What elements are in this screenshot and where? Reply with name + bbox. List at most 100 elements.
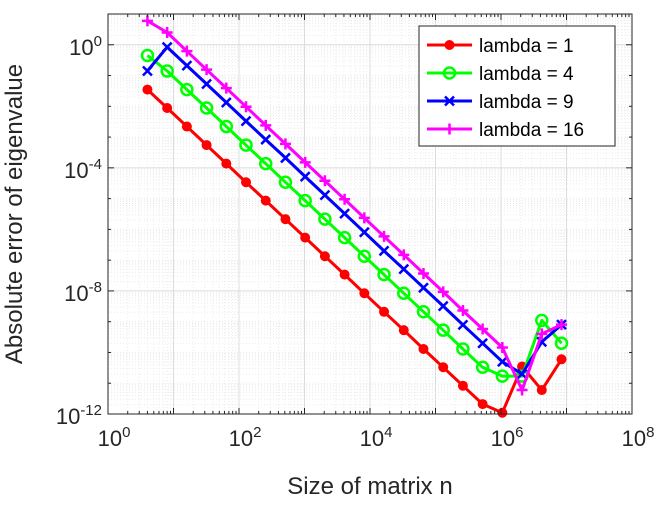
y-tick-label: 100 <box>69 33 102 60</box>
data-point <box>377 267 391 282</box>
legend-label: lambda = 4 <box>479 64 574 85</box>
data-point <box>418 343 429 354</box>
data-point <box>141 15 153 27</box>
data-point <box>477 323 489 335</box>
data-point <box>457 380 468 391</box>
series-1 <box>142 84 567 418</box>
series-layer <box>140 15 569 418</box>
data-point <box>318 212 332 226</box>
data-point <box>339 269 350 280</box>
data-point <box>397 286 411 301</box>
data-point <box>475 360 490 375</box>
legend-label: lambda = 16 <box>479 120 584 141</box>
y-tick-labels: 100 10-4 10-8 10-12 <box>56 33 102 429</box>
x-tick-label: 104 <box>360 424 393 451</box>
data-point <box>299 156 311 168</box>
data-point <box>258 156 273 171</box>
x-axis-label: Size of matrix n <box>287 473 452 500</box>
data-point <box>535 313 549 328</box>
data-point <box>437 286 449 298</box>
data-point <box>438 362 449 373</box>
data-point <box>339 208 350 220</box>
data-point <box>181 45 193 57</box>
data-point <box>398 263 410 275</box>
data-point <box>497 407 508 418</box>
y-tick-label: 10-8 <box>64 279 102 306</box>
data-point <box>556 319 568 331</box>
y-tick-label: 10-12 <box>56 402 102 429</box>
data-point <box>516 368 528 380</box>
data-point <box>260 134 272 145</box>
data-point <box>495 369 510 383</box>
data-point <box>240 115 252 127</box>
data-point <box>201 140 212 151</box>
data-point <box>199 101 214 115</box>
data-point <box>298 193 312 208</box>
data-point <box>337 230 352 245</box>
data-point <box>457 305 469 317</box>
data-point <box>160 64 174 78</box>
data-point <box>358 226 370 238</box>
data-point <box>379 306 390 317</box>
data-point <box>319 189 331 201</box>
data-point <box>437 300 449 312</box>
series-line <box>146 19 563 392</box>
data-point <box>477 337 489 349</box>
data-point <box>319 175 331 187</box>
data-point <box>142 65 153 77</box>
data-point <box>358 212 370 224</box>
series-3 <box>142 41 567 380</box>
data-point <box>219 119 234 134</box>
data-point <box>241 177 252 188</box>
data-point <box>161 41 173 53</box>
data-point <box>278 175 293 190</box>
data-point <box>280 214 291 225</box>
legend-label: lambda = 9 <box>479 92 574 113</box>
data-point <box>398 249 410 261</box>
series-line <box>146 54 563 378</box>
legend-label: lambda = 1 <box>479 36 574 57</box>
data-point <box>280 152 291 164</box>
data-point <box>456 342 470 356</box>
data-point <box>496 341 508 353</box>
series-4 <box>141 15 568 396</box>
data-point <box>181 121 192 132</box>
legend-marker <box>444 40 455 50</box>
data-point <box>260 119 272 131</box>
data-point <box>162 103 173 114</box>
legend-samples <box>427 40 472 135</box>
data-point <box>220 97 232 108</box>
data-point <box>239 138 253 152</box>
data-point <box>516 384 528 396</box>
x-tick-label: 102 <box>229 424 262 451</box>
data-point <box>260 195 271 206</box>
data-point <box>140 48 155 63</box>
data-point <box>201 78 212 90</box>
data-point <box>398 325 409 336</box>
legend: lambda = 1 lambda = 4 lambda = 9 lambda … <box>418 25 616 147</box>
data-point <box>319 251 330 262</box>
data-point <box>181 60 193 72</box>
series-line <box>146 88 563 415</box>
legend-marker <box>444 95 455 107</box>
data-point <box>201 64 213 76</box>
data-point <box>240 101 252 113</box>
data-point <box>536 385 547 396</box>
data-point <box>339 193 351 205</box>
axis-ticks <box>107 14 632 415</box>
data-point <box>417 267 429 279</box>
y-axis-label: Absolute error of eigenvalue <box>1 64 28 364</box>
data-point <box>554 336 569 350</box>
data-point <box>221 158 232 169</box>
x-tick-label: 106 <box>491 424 524 451</box>
data-point <box>359 288 370 299</box>
data-point <box>556 354 567 365</box>
data-point <box>180 82 194 97</box>
legend-marker <box>442 66 457 80</box>
data-point <box>477 399 488 410</box>
data-point <box>300 232 311 243</box>
data-point <box>161 27 173 39</box>
series-2 <box>140 48 569 383</box>
data-point <box>418 282 429 294</box>
